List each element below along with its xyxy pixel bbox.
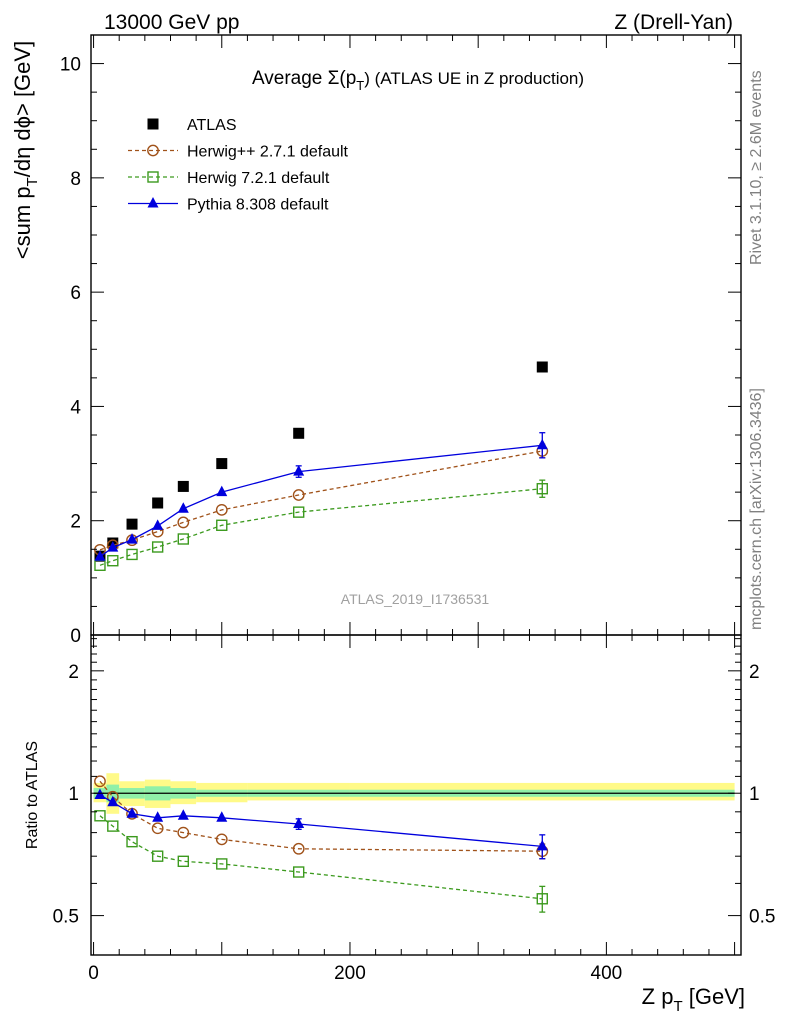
main-herwigpp-point bbox=[215, 503, 228, 516]
main-atlas-point bbox=[536, 361, 548, 373]
main-series-layer bbox=[94, 361, 549, 571]
main-herwig7-point bbox=[94, 559, 106, 571]
ratio-herwigpp-point bbox=[177, 826, 190, 839]
main-herwig7-point bbox=[126, 548, 138, 561]
ratio-herwigpp-line bbox=[99, 780, 543, 852]
main-y-tick-label: 2 bbox=[70, 512, 81, 533]
legend-atlas-label: ATLAS bbox=[187, 117, 237, 134]
ratio-pythia-point bbox=[107, 795, 119, 807]
ratio-y-tick-label: 0.5 bbox=[53, 907, 79, 928]
legend-atlas-marker bbox=[147, 118, 159, 130]
main-y-tick-label: 0 bbox=[70, 626, 81, 647]
ratio-pythia-point bbox=[126, 807, 138, 818]
ratio-herwig7-point bbox=[94, 810, 106, 822]
ratio-herwigpp-point bbox=[94, 775, 106, 788]
ratio-pythia-point bbox=[152, 811, 164, 822]
main-herwig7-point bbox=[151, 541, 164, 553]
ratio-herwig7-point bbox=[177, 855, 190, 868]
ratio-herwig7-point bbox=[126, 835, 138, 848]
main-y-tick-label: 10 bbox=[60, 55, 81, 76]
ratio-herwig7-point bbox=[216, 858, 228, 870]
main-herwig7-point bbox=[177, 533, 190, 545]
header-right: Z (Drell-Yan) bbox=[614, 11, 733, 34]
main-atlas-point bbox=[152, 497, 164, 509]
main-pythia-point bbox=[126, 533, 138, 544]
ratio-herwig7-point bbox=[151, 850, 164, 862]
header-left: 13000 GeV pp bbox=[104, 11, 239, 34]
main-panel: ATLAS_2019_I1736531 Average Σ(pT) (ATLAS… bbox=[10, 41, 584, 607]
main-y-axis-label: <sum pT/dη dϕ> [GeV] bbox=[10, 41, 41, 259]
ratio-pythia-point bbox=[536, 839, 548, 851]
main-herwigpp-line bbox=[99, 450, 543, 551]
main-herwigpp-point bbox=[292, 489, 305, 501]
main-pythia-line bbox=[99, 444, 543, 558]
main-atlas-point bbox=[177, 480, 189, 492]
ratio-herwig7-line bbox=[99, 815, 543, 900]
ratio-herwigpp-point bbox=[151, 822, 164, 835]
main-herwig7-point bbox=[216, 519, 228, 531]
ratio-y-tick-label-right: 0.5 bbox=[749, 907, 775, 928]
ratio-pythia-point bbox=[216, 811, 228, 822]
main-atlas-point bbox=[126, 518, 138, 530]
main-y-tick-label: 8 bbox=[70, 169, 81, 190]
mcplots-label: mcplots.cern.ch [arXiv:1306.3436] bbox=[748, 388, 765, 630]
rivet-label: Rivet 3.1.10, ≥ 2.6M events bbox=[748, 70, 765, 265]
main-atlas-point bbox=[293, 427, 305, 439]
main-pythia-point bbox=[293, 465, 305, 476]
main-y-tick-label: 6 bbox=[70, 283, 81, 304]
x-tick-label: 400 bbox=[591, 963, 623, 984]
main-herwig7-point bbox=[536, 483, 548, 495]
x-axis-label: Z pT [GeV] bbox=[642, 984, 745, 1015]
legend-herwig7-label: Herwig 7.2.1 default bbox=[187, 170, 330, 187]
ratio-panel: Ratio to ATLAS Z pT [GeV] bbox=[24, 741, 745, 1015]
analysis-watermark: ATLAS_2019_I1736531 bbox=[341, 591, 490, 607]
ratio-frame bbox=[90, 634, 742, 956]
main-pythia-point bbox=[94, 550, 106, 561]
ratio-herwig7-point bbox=[536, 893, 548, 905]
legend-herwigpp-marker bbox=[147, 144, 159, 157]
ratio-y-tick-label-right: 1 bbox=[749, 784, 760, 805]
ratio-pythia-point bbox=[293, 817, 305, 829]
main-pythia-point bbox=[177, 502, 189, 513]
legend-pythia-label: Pythia 8.308 default bbox=[187, 197, 329, 214]
ratio-y-tick-label: 1 bbox=[68, 784, 79, 805]
main-atlas-point bbox=[216, 458, 228, 470]
legend-pythia-marker bbox=[147, 197, 159, 208]
ratio-y-axis-label: Ratio to ATLAS bbox=[24, 741, 41, 849]
main-pythia-point bbox=[216, 485, 228, 497]
ratio-herwig7-point bbox=[292, 866, 305, 878]
ratio-pythia-point bbox=[177, 809, 189, 820]
legend-herwigpp-label: Herwig++ 2.7.1 default bbox=[187, 144, 349, 161]
main-herwig7-point bbox=[107, 555, 119, 567]
main-pythia-point bbox=[107, 541, 119, 552]
main-pythia-point bbox=[152, 519, 164, 530]
ratio-herwig7-point bbox=[107, 820, 119, 832]
x-tick-label: 200 bbox=[334, 963, 366, 984]
ratio-series-layer bbox=[94, 775, 549, 913]
main-title: Average Σ(pT) (ATLAS UE in Z production) bbox=[252, 68, 584, 93]
main-pythia-point bbox=[536, 438, 548, 450]
legend-herwig7-marker bbox=[147, 171, 159, 183]
main-y-tick-label: 4 bbox=[70, 397, 81, 418]
axes-layer: 0 2 4 6 8 10 0 200 400 0.5 0.5 1 1 2 2 bbox=[53, 34, 775, 984]
ratio-y-tick-label: 2 bbox=[68, 662, 79, 683]
legend: ATLAS Herwig++ 2.7.1 default Herwig 7.2.1 … bbox=[128, 117, 349, 214]
main-herwigpp-point bbox=[177, 516, 190, 529]
ratio-herwigpp-point bbox=[292, 842, 305, 855]
ratio-pythia-point bbox=[94, 788, 106, 799]
ratio-herwigpp-point bbox=[215, 833, 228, 846]
main-herwig7-line bbox=[99, 488, 543, 566]
main-herwig7-point bbox=[292, 506, 305, 518]
ratio-y-tick-label-right: 2 bbox=[749, 662, 760, 683]
ratio-uncertainty-bands bbox=[93, 773, 735, 814]
x-tick-label: 0 bbox=[88, 963, 99, 984]
